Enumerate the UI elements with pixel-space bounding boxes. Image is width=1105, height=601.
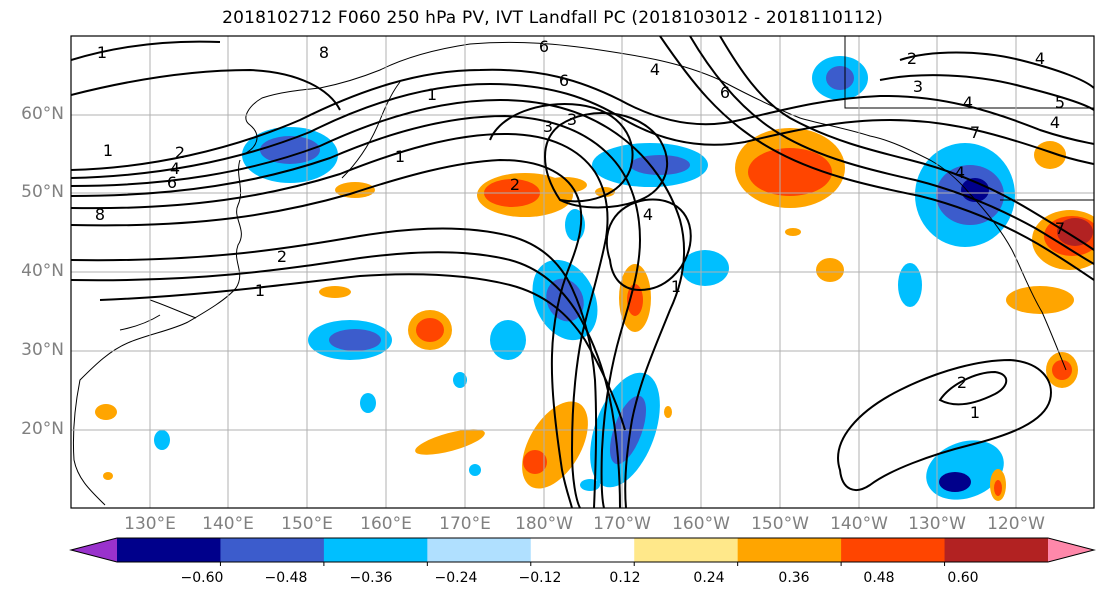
graticule	[71, 36, 1094, 508]
contour-label: 1	[255, 281, 265, 300]
contour-label: 1	[103, 141, 113, 160]
lon-label: 130°E	[124, 514, 176, 534]
lat-label: 30°N	[21, 340, 64, 360]
colorbar-tick-label: 0.24	[693, 570, 725, 586]
colorbar-outline	[69, 537, 1096, 563]
colorbar-extend-low	[71, 538, 117, 562]
plot-frame	[70, 35, 1095, 509]
contour-label: 6	[559, 71, 569, 90]
colorbar-segment	[117, 538, 221, 562]
contour-label: 2	[277, 247, 287, 266]
colorbar-tick-label: −0.60	[180, 570, 224, 586]
lon-label: 170°W	[593, 514, 651, 534]
colorbar-tick-label: 0.48	[863, 570, 895, 586]
map-plot: 1 8 6 3 1 2 4 6 8 1 2 3 2 1 4 6 4 1 6 2 …	[71, 36, 1094, 508]
contour-label: 6	[720, 83, 730, 102]
contour-label: 2	[957, 373, 967, 392]
contour-label: 4	[650, 60, 660, 79]
colorbar-segment	[323, 538, 428, 562]
contour-label: 7	[970, 123, 980, 142]
contour-label: 1	[671, 277, 681, 296]
contour-labels: 1 8 6 3 1 2 4 6 8 1 2 3 2 1 4 6 4 1 6 2 …	[95, 37, 1065, 422]
colorbar-segment	[737, 538, 842, 562]
contour-label: 4	[963, 93, 973, 112]
lon-label: 140°E	[202, 514, 254, 534]
colorbar-segment	[634, 538, 739, 562]
contour-label: 1	[970, 403, 980, 422]
contour-label: 8	[95, 205, 105, 224]
lon-label: 120°W	[987, 514, 1045, 534]
lon-label: 160°E	[360, 514, 412, 534]
contour-label: 8	[319, 43, 329, 62]
contour-label: 3	[543, 117, 553, 136]
colorbar	[69, 537, 1096, 566]
map-title: 2018102712 F060 250 hPa PV, IVT Landfall…	[222, 8, 883, 28]
lon-label: 170°E	[439, 514, 491, 534]
lat-label: 20°N	[21, 419, 64, 439]
contour-label: 3	[913, 77, 923, 96]
contour-label: 6	[167, 173, 177, 192]
colorbar-extend-high	[1048, 538, 1094, 562]
colorbar-tick-label: −0.12	[518, 570, 562, 586]
contour-label: 4	[643, 205, 653, 224]
colorbar-tick-label: −0.48	[264, 570, 308, 586]
lon-label: 140°W	[830, 514, 888, 534]
colorbar-segment	[944, 538, 1049, 562]
contour-label: 1	[97, 43, 107, 62]
colorbar-tick-label: −0.24	[434, 570, 478, 586]
contour-label: 4	[170, 159, 180, 178]
lon-label: 150°E	[281, 514, 333, 534]
colorbar-segment	[220, 538, 325, 562]
colorbar-tick-label: 0.12	[609, 570, 641, 586]
lat-label: 40°N	[21, 261, 64, 281]
contour-label: 4	[1035, 49, 1045, 68]
colorbar-tick-label: 0.36	[778, 570, 810, 586]
contour-label: 5	[1055, 93, 1065, 112]
lon-label: 130°W	[908, 514, 966, 534]
contour-layer	[71, 36, 1094, 508]
contour-label: 2	[510, 175, 520, 194]
colorbar-segment	[427, 538, 532, 562]
contour-label: 7	[1055, 219, 1065, 238]
lat-label: 50°N	[21, 182, 64, 202]
contour-label: 2	[175, 143, 185, 162]
contour-label: 4	[955, 163, 965, 182]
contour-label: 6	[539, 37, 549, 56]
lon-label: 150°W	[751, 514, 809, 534]
lat-label: 60°N	[21, 104, 64, 124]
contour-label: 4	[1050, 113, 1060, 132]
contour-label: 1	[427, 85, 437, 104]
colorbar-segment	[841, 538, 946, 562]
contour-label: 1	[395, 147, 405, 166]
colorbar-segment	[530, 538, 635, 562]
contour-label: 2	[907, 49, 917, 68]
colorbar-tick-label: 0.60	[947, 570, 979, 586]
lon-label: 180°W	[515, 514, 573, 534]
lon-label: 160°W	[672, 514, 730, 534]
colorbar-tick-label: −0.36	[349, 570, 393, 586]
contour-label: 3	[567, 110, 577, 129]
